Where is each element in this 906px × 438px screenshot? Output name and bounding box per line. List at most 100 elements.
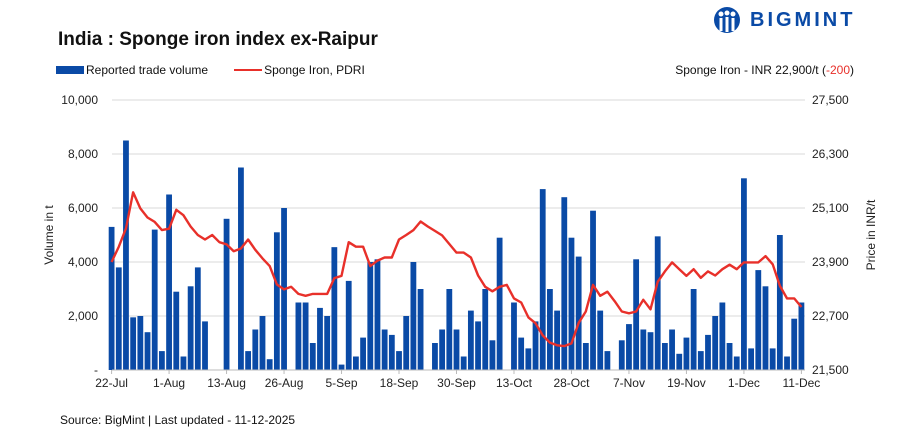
- volume-bar: [633, 259, 640, 370]
- volume-bar: [669, 329, 675, 370]
- legend-swatch-volume: [56, 66, 84, 74]
- volume-bar: [238, 167, 244, 370]
- y-tick-label: 6,000: [68, 201, 98, 215]
- y2-tick-label: 22,700: [812, 309, 849, 323]
- volume-bar: [539, 189, 546, 370]
- volume-bar: [446, 289, 453, 370]
- source-note: Source: BigMint | Last updated - 11-12-2…: [60, 413, 296, 427]
- volume-bar: [266, 359, 273, 370]
- volume-bar: [547, 289, 553, 370]
- volume-bar: [115, 267, 122, 370]
- y2-tick-label: 23,900: [812, 255, 849, 269]
- logo-text: BIGMINT: [750, 8, 856, 31]
- y-axis-title: Volume in t: [42, 205, 56, 265]
- volume-bar: [439, 329, 446, 370]
- y-tick-label: -: [94, 363, 98, 377]
- volume-bar: [568, 237, 575, 370]
- legend-label-price: Sponge Iron, PDRI: [264, 63, 365, 77]
- volume-bar: [388, 334, 395, 370]
- volume-bar: [575, 256, 582, 370]
- chart-title: India : Sponge iron index ex-Raipur: [58, 29, 378, 50]
- x-tick-label: 11-Dec: [783, 376, 821, 390]
- volume-bar: [769, 348, 776, 370]
- volume-bar: [626, 324, 632, 370]
- legend-swatch-price: [234, 69, 263, 71]
- volume-bar: [309, 343, 316, 370]
- y-tick-label: 4,000: [68, 255, 98, 269]
- volume-bar: [252, 329, 259, 370]
- x-tick-label: 1-Aug: [153, 376, 185, 390]
- volume-bar: [525, 348, 532, 370]
- volume-bar: [144, 332, 151, 370]
- volume-bar: [618, 340, 625, 370]
- y2-tick-label: 26,300: [812, 147, 849, 161]
- annotation-prefix: Sponge Iron - INR 22,900/t (: [675, 63, 826, 77]
- volume-bar: [338, 364, 345, 370]
- volume-bar: [187, 286, 194, 370]
- bigmint-logo: BIGMINT: [712, 6, 855, 34]
- volume-bar: [360, 337, 366, 370]
- volume-bar: [726, 343, 733, 370]
- volume-bar: [690, 289, 697, 370]
- volume-bar: [511, 302, 517, 370]
- y2-tick-label: 27,500: [812, 93, 849, 107]
- volume-bar: [223, 218, 230, 370]
- volume-bar: [166, 194, 172, 370]
- volume-bar: [640, 329, 647, 370]
- price-line: [110, 191, 803, 348]
- volume-bar: [453, 329, 460, 370]
- x-tick-label: 28-Oct: [553, 376, 590, 390]
- volume-bar: [295, 302, 302, 370]
- volume-bar: [180, 356, 187, 370]
- x-tick-label: 13-Aug: [207, 376, 246, 390]
- volume-bar: [654, 236, 661, 370]
- volume-bar: [518, 337, 525, 370]
- x-tick-label: 13-Oct: [496, 376, 533, 390]
- price-annotation: Sponge Iron - INR 22,900/t (-200): [675, 63, 854, 77]
- bigmint-logo-icon: [714, 7, 740, 33]
- volume-bar: [345, 280, 352, 370]
- volume-bar: [367, 262, 374, 370]
- volume-bar: [245, 351, 252, 370]
- volume-bar: [496, 237, 503, 370]
- volume-bar: [374, 259, 381, 370]
- annotation-change: -200: [825, 63, 850, 77]
- volume-bar: [396, 351, 402, 370]
- volume-bar: [748, 348, 755, 370]
- volume-bar: [712, 316, 719, 370]
- volume-bar: [475, 321, 481, 370]
- volume-bar: [597, 310, 604, 370]
- x-tick-label: 22-Jul: [95, 376, 128, 390]
- y-tick-label: 10,000: [61, 93, 98, 107]
- volume-bar: [647, 332, 654, 370]
- y-tick-label: 2,000: [68, 309, 98, 323]
- legend-label-volume: Reported trade volume: [86, 63, 209, 77]
- volume-bar: [554, 310, 560, 370]
- volume-bar: [467, 310, 474, 370]
- volume-bar: [381, 329, 388, 370]
- volume-bar: [259, 316, 266, 370]
- volume-bar: [324, 316, 331, 370]
- volume-bar: [676, 353, 683, 370]
- volume-bar: [741, 178, 747, 370]
- volume-bar: [273, 232, 280, 370]
- volume-bar: [784, 356, 790, 370]
- volume-bar: [791, 318, 798, 370]
- volume-bar: [776, 235, 783, 370]
- volume-bar: [762, 286, 769, 370]
- volume-bar: [798, 302, 805, 370]
- volume-bar: [604, 351, 611, 370]
- x-tick-label: 19-Nov: [667, 376, 706, 390]
- volume-bar: [202, 321, 208, 370]
- volume-bar: [410, 262, 417, 370]
- volume-bar: [460, 356, 467, 370]
- volume-bar: [417, 289, 424, 370]
- volume-bar: [317, 307, 323, 370]
- volume-bar: [123, 140, 129, 370]
- volume-bar: [755, 270, 762, 370]
- x-tick-label: 30-Sep: [437, 376, 476, 390]
- volume-bar: [683, 337, 690, 370]
- volume-bar: [331, 247, 338, 370]
- volume-bar: [173, 291, 180, 370]
- y2-tick-label: 25,100: [812, 201, 849, 215]
